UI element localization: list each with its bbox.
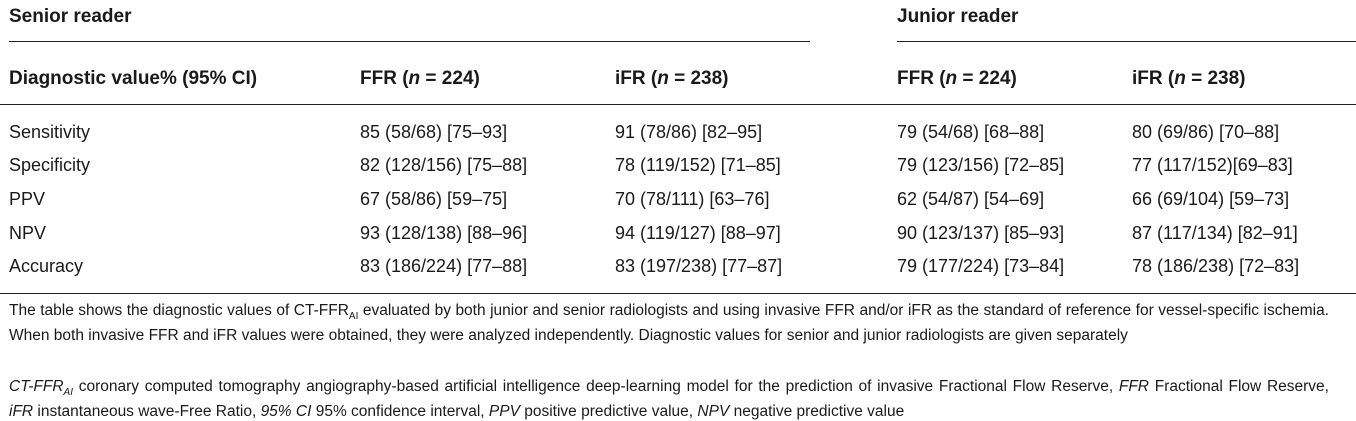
row-label: Accuracy [9,256,84,276]
cell-senior-ifr: 70 (78/111) [63–76] [615,189,770,209]
column-header-label: Diagnostic value% (95% CI) [9,68,258,89]
column-header-junior-ffr: FFR (n = 224) [897,68,1017,89]
group-rule-senior [9,41,810,42]
table-row: PPV 67 (58/86) [59–75] 70 (78/111) [63–7… [0,189,1356,221]
cell-junior-ifr: 80 (69/86) [70–88] [1132,122,1280,142]
header-rule [0,104,1356,105]
group-header-senior: Senior reader [9,6,132,27]
group-header-junior: Junior reader [897,6,1019,27]
row-label: Sensitivity [9,122,91,142]
group-rule-junior [897,41,1356,42]
cell-junior-ffr: 79 (123/156) [72–85] [897,155,1065,175]
table-row: Specificity 82 (128/156) [75–88] 78 (119… [0,155,1356,187]
cell-senior-ffr: 82 (128/156) [75–88] [360,155,528,175]
table-row: Accuracy 83 (186/224) [77–88] 83 (197/23… [0,256,1356,288]
cell-senior-ffr: 93 (128/138) [88–96] [360,223,528,243]
column-header-senior-ffr: FFR (n = 224) [360,68,480,89]
row-label: Specificity [9,155,91,175]
column-header-senior-ifr: iFR (n = 238) [615,68,729,89]
abbreviations-footnote: CT-FFRAI coronary computed tomography an… [9,378,1329,421]
cell-junior-ifr: 66 (69/104) [59–73] [1132,189,1290,209]
column-header-junior-ifr: iFR (n = 238) [1132,68,1246,89]
cell-senior-ifr: 78 (119/152) [71–85] [615,155,781,175]
cell-junior-ffr: 79 (177/224) [73–84] [897,256,1065,276]
cell-junior-ffr: 62 (54/87) [54–69] [897,189,1045,209]
row-label: NPV [9,223,47,243]
cell-junior-ifr: 77 (117/152)[69–83] [1132,155,1293,175]
table-row: Sensitivity 85 (58/68) [75–93] 91 (78/86… [0,122,1356,154]
cell-senior-ifr: 94 (119/127) [88–97] [615,223,781,243]
cell-senior-ifr: 91 (78/86) [82–95] [615,122,763,142]
table-row: NPV 93 (128/138) [88–96] 94 (119/127) [8… [0,223,1356,255]
cell-junior-ffr: 79 (54/68) [68–88] [897,122,1045,142]
cell-junior-ifr: 78 (186/238) [72–83] [1132,256,1300,276]
cell-senior-ffr: 85 (58/68) [75–93] [360,122,508,142]
cell-senior-ifr: 83 (197/238) [77–87] [615,256,783,276]
cell-junior-ffr: 90 (123/137) [85–93] [897,223,1065,243]
table-footnote: The table shows the diagnostic values of… [9,302,1329,345]
row-label: PPV [9,189,46,209]
cell-senior-ffr: 83 (186/224) [77–88] [360,256,528,276]
cell-senior-ffr: 67 (58/86) [59–75] [360,189,508,209]
cell-junior-ifr: 87 (117/134) [82–91] [1132,223,1298,243]
bottom-rule [0,293,1356,294]
